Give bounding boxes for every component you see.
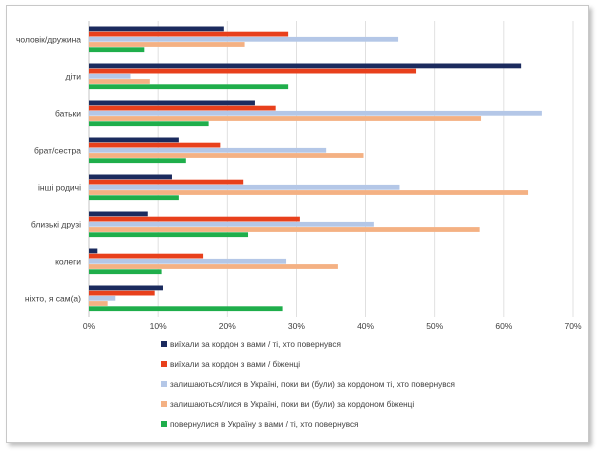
bar — [89, 158, 186, 164]
bar — [89, 174, 172, 180]
bar-chart: чоловік/дружина діти батьки брат/сестра інші… — [16, 21, 582, 429]
bar — [89, 73, 131, 79]
bar — [89, 31, 289, 37]
bar — [89, 184, 400, 190]
bar — [89, 295, 116, 301]
bar — [89, 227, 480, 232]
bar — [89, 36, 399, 42]
bar — [89, 110, 542, 116]
category-label: колеги — [55, 257, 81, 267]
bar — [89, 306, 283, 312]
category-label: брат/сестра — [34, 146, 81, 156]
legend-swatch — [161, 361, 167, 367]
bar — [89, 105, 276, 111]
legend-label: виїхали за кордон з вами / ті, хто повер… — [170, 340, 341, 349]
legend-label: виїхали за кордон з вами / біженці — [170, 360, 300, 369]
bar — [89, 264, 338, 269]
bar — [89, 26, 224, 32]
category-label: близькі друзі — [31, 220, 81, 230]
x-tick-labels: 0% 10% 20% 30% 40% 50% 60% 70% — [83, 321, 582, 331]
legend-swatch — [161, 381, 167, 387]
bar — [89, 285, 163, 291]
category-label: чоловік/дружина — [16, 35, 81, 45]
x-tick-label: 50% — [426, 321, 443, 331]
bar — [89, 248, 98, 254]
x-tick-label: 70% — [564, 321, 581, 331]
bar — [89, 68, 417, 74]
bar — [89, 221, 374, 227]
legend-swatch — [161, 421, 167, 427]
bar — [89, 142, 221, 148]
bar — [89, 121, 209, 127]
legend-swatch — [161, 341, 167, 347]
category-label: батьки — [55, 109, 81, 119]
bar — [89, 195, 179, 201]
bar — [89, 290, 155, 296]
category-label: інші родичі — [38, 183, 81, 193]
category-labels: чоловік/дружина діти батьки брат/сестра інші… — [16, 35, 81, 304]
bar — [89, 232, 249, 238]
bar — [89, 258, 287, 264]
x-tick-label: 0% — [83, 321, 96, 331]
bar — [89, 211, 148, 217]
bar — [89, 79, 150, 84]
category-label: діти — [66, 72, 82, 82]
bar — [89, 179, 244, 185]
bar — [89, 190, 529, 195]
bar — [89, 147, 327, 153]
bar — [89, 116, 482, 121]
legend-label: залишаються/лися в Україні, поки ви (бул… — [170, 400, 414, 409]
legend-label: залишаються/лися в Україні, поки ви (бул… — [170, 380, 455, 389]
bar — [89, 216, 300, 222]
bar — [89, 253, 204, 259]
bar — [89, 137, 179, 143]
chart-frame: чоловік/дружина діти батьки брат/сестра інші… — [6, 5, 589, 443]
category-label: ніхто, я сам(а) — [25, 294, 81, 304]
bar — [89, 100, 255, 106]
x-tick-label: 60% — [495, 321, 512, 331]
bar — [89, 301, 108, 306]
bar — [89, 63, 522, 69]
bar — [89, 42, 245, 47]
bars — [89, 26, 542, 312]
bar — [89, 269, 162, 275]
x-tick-label: 20% — [219, 321, 236, 331]
x-tick-label: 40% — [357, 321, 374, 331]
legend-label: повернулися в Україну з вами / ті, хто п… — [170, 420, 358, 429]
x-tick-label: 10% — [150, 321, 167, 331]
legend-swatch — [161, 401, 167, 407]
bar — [89, 47, 145, 53]
bar — [89, 153, 364, 158]
x-tick-label: 30% — [288, 321, 305, 331]
bar — [89, 84, 289, 90]
legend: виїхали за кордон з вами / ті, хто повер… — [161, 340, 455, 429]
